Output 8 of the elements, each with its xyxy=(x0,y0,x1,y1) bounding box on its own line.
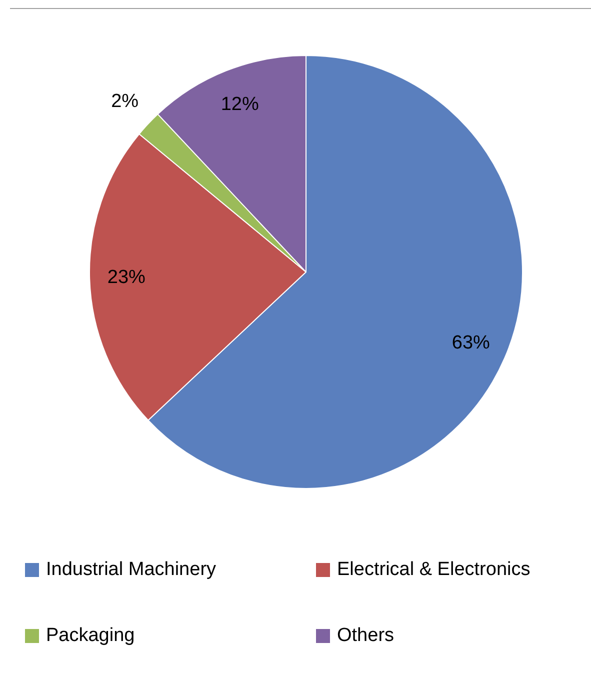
legend-label: Industrial Machinery xyxy=(46,559,216,581)
data-label: 12% xyxy=(220,94,259,116)
legend-label: Electrical & Electronics xyxy=(337,559,530,581)
data-label: 2% xyxy=(111,91,139,112)
data-label: 23% xyxy=(107,266,146,288)
data-label: 63% xyxy=(452,332,490,354)
legend-label: Others xyxy=(337,625,394,647)
legend-label: Packaging xyxy=(46,625,135,647)
